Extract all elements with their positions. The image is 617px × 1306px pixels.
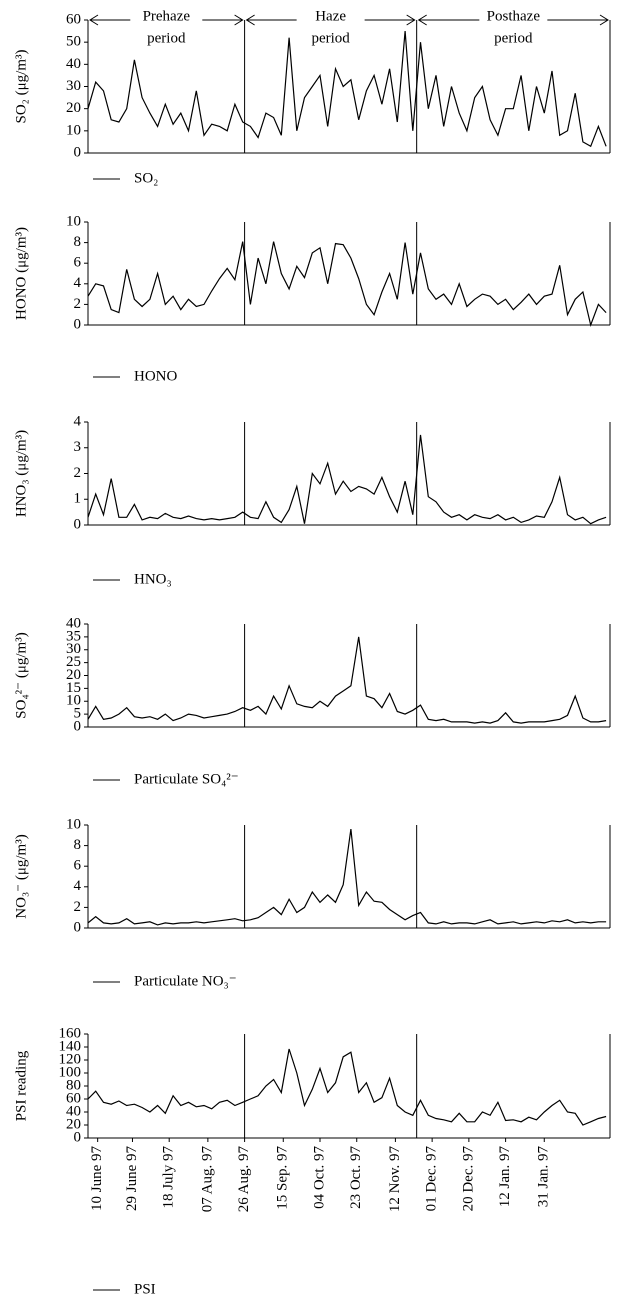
y-tick-label: 15: [66, 680, 81, 696]
arrow-head: [406, 14, 416, 26]
x-tick-label: 31 Jan. 97: [536, 1146, 552, 1208]
x-tick-label: 15 Sep. 97: [275, 1146, 291, 1210]
arrow-head: [417, 14, 427, 26]
y-tick-label: 4: [74, 878, 82, 894]
x-tick-label: 10 June 97: [89, 1146, 105, 1211]
arrow-head: [245, 14, 255, 26]
y-tick-label: 35: [66, 628, 81, 644]
x-tick-label: 04 Oct. 97: [311, 1146, 327, 1209]
y-tick-label: 160: [59, 1025, 82, 1041]
y-tick-label: 60: [66, 11, 81, 27]
y-tick-label: 60: [66, 1090, 81, 1106]
y-tick-label: 1: [74, 491, 82, 507]
y-tick-label: 8: [74, 234, 82, 250]
y-tick-label: 20: [66, 667, 81, 683]
y-tick-label: 0: [74, 718, 82, 734]
y-tick-label: 2: [74, 899, 82, 915]
y-tick-label: 0: [74, 516, 82, 532]
y-tick-label: 3: [74, 439, 82, 455]
y-tick-label: 20: [66, 100, 81, 116]
y-tick-label: 40: [66, 1103, 81, 1119]
y-tick-label: 8: [74, 837, 82, 853]
data-line: [87, 636, 607, 724]
y-axis-label: PSI reading: [13, 1050, 29, 1121]
y-tick-label: 10: [66, 213, 81, 229]
legend-label: Particulate NO₃⁻: [134, 973, 237, 989]
y-tick-label: 40: [66, 56, 81, 72]
x-tick-label: 12 Jan. 97: [497, 1146, 513, 1208]
y-axis-label: HONO (μg/m³): [13, 227, 29, 320]
y-tick-label: 50: [66, 34, 81, 50]
y-tick-label: 140: [59, 1038, 82, 1054]
arrow-head: [599, 14, 609, 26]
y-tick-label: 0: [74, 316, 82, 332]
data-line: [87, 434, 607, 525]
y-axis-label: HNO₃ (μg/m³): [13, 430, 29, 517]
y-tick-label: 5: [74, 706, 82, 722]
legend-label: HNO₃: [134, 571, 172, 587]
x-tick-label: 29 June 97: [124, 1146, 140, 1211]
x-tick-label: 18 July 97: [161, 1146, 177, 1209]
data-line: [87, 31, 607, 148]
y-tick-label: 2: [74, 465, 82, 481]
period-label: Prehaze: [143, 8, 191, 24]
y-tick-label: 30: [66, 641, 81, 657]
x-tick-label: 26 Aug. 97: [236, 1146, 252, 1213]
period-label: Posthaze: [487, 8, 541, 24]
y-tick-label: 25: [66, 654, 81, 670]
data-line: [87, 241, 607, 328]
y-tick-label: 30: [66, 78, 81, 94]
y-tick-label: 40: [66, 615, 81, 631]
y-tick-label: 20: [66, 1116, 81, 1132]
y-tick-label: 10: [66, 122, 81, 138]
data-line: [87, 829, 607, 926]
legend-label: Particulate SO₄²⁻: [134, 771, 239, 787]
legend-label: SO₂: [134, 170, 158, 186]
arrow-head: [89, 14, 99, 26]
x-tick-label: 20 Dec. 97: [460, 1146, 476, 1212]
x-tick-label: 12 Nov. 97: [387, 1146, 403, 1213]
x-tick-label: 23 Oct. 97: [348, 1146, 364, 1209]
legend-label: HONO: [134, 368, 177, 384]
period-label: period: [147, 30, 186, 46]
y-tick-label: 0: [74, 144, 82, 160]
y-tick-label: 4: [74, 413, 82, 429]
y-tick-label: 6: [74, 858, 82, 874]
y-tick-label: 10: [66, 816, 81, 832]
y-tick-label: 4: [74, 275, 82, 291]
period-label: Haze: [315, 8, 346, 24]
y-tick-label: 100: [59, 1064, 82, 1080]
x-tick-label: 01 Dec. 97: [424, 1146, 440, 1212]
data-line: [87, 1048, 607, 1126]
y-tick-label: 0: [74, 919, 82, 935]
y-axis-label: SO₄²⁻ (μg/m³): [13, 632, 29, 718]
period-label: period: [311, 30, 350, 46]
y-tick-label: 80: [66, 1077, 81, 1093]
y-tick-label: 0: [74, 1129, 82, 1145]
y-tick-label: 10: [66, 693, 81, 709]
period-label: period: [494, 30, 533, 46]
legend-label: PSI: [134, 1281, 156, 1297]
y-tick-label: 6: [74, 255, 82, 271]
y-tick-label: 2: [74, 296, 82, 312]
y-axis-label: NO₃⁻ (μg/m³): [13, 834, 29, 918]
y-tick-label: 120: [59, 1051, 82, 1067]
arrow-head: [234, 14, 244, 26]
x-tick-label: 07 Aug. 97: [199, 1146, 215, 1213]
y-axis-label: SO₂ (μg/m³): [13, 49, 29, 123]
